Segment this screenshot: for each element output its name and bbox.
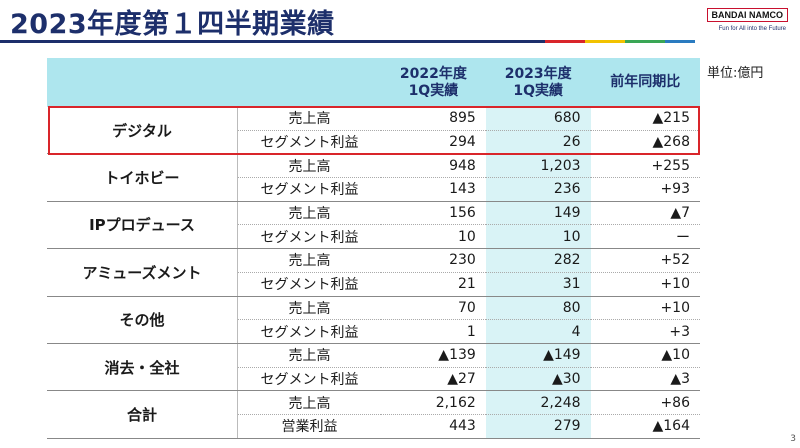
row-label: セグメント利益	[237, 272, 381, 297]
cell: 282	[485, 248, 591, 273]
cell: +86	[590, 390, 700, 415]
row-label: 売上高	[237, 343, 381, 368]
cell: 680	[485, 107, 591, 131]
slide-title: 2023年度第１四半期業績	[10, 9, 335, 40]
cell: 10	[485, 224, 591, 250]
row-label: 売上高	[237, 296, 381, 321]
cell: 279	[485, 414, 591, 439]
table-row: セグメント利益 294 26 ▲268	[47, 130, 700, 155]
row-label: 営業利益	[237, 414, 381, 439]
row-label: セグメント利益	[237, 177, 381, 202]
segment-name: デジタル	[47, 107, 238, 155]
row-label: 売上高	[237, 153, 381, 179]
cell: +10	[590, 272, 700, 297]
table-row: セグメント利益 143 236 +93	[47, 177, 700, 202]
row-label: 売上高	[237, 201, 381, 226]
stripe	[0, 40, 545, 43]
results-table: 2022年度 1Q実績 2023年度 1Q実績 前年同期比 デジタル 売上高 895 680…	[47, 58, 700, 439]
header-cell	[47, 58, 381, 107]
cell: +52	[590, 248, 700, 273]
cell: +255	[590, 153, 700, 179]
header-cell: 2023年度 1Q実績	[485, 58, 591, 107]
stripe	[665, 40, 695, 43]
cell: 156	[381, 201, 486, 226]
cell: +3	[590, 319, 700, 344]
cell: 236	[485, 177, 591, 202]
cell: 2,248	[485, 390, 591, 415]
table-row: IPプロデュース 売上高 156 149 ▲7	[47, 201, 700, 250]
cell: ▲268	[590, 130, 700, 155]
cell: 70	[381, 296, 486, 321]
segment-name: その他	[47, 296, 238, 344]
segment-name: アミューズメント	[47, 248, 238, 297]
cell: ▲139	[381, 343, 486, 368]
cell: ▲27	[381, 367, 486, 392]
row-label: 売上高	[237, 390, 381, 415]
header-cell: 前年同期比	[590, 58, 700, 107]
row-label: 売上高	[237, 107, 381, 131]
page-number: 3	[790, 434, 796, 444]
stripe	[545, 40, 585, 43]
cell: 26	[485, 130, 591, 155]
table-row: その他 売上高 70 80 +10	[47, 296, 700, 344]
cell: +93	[590, 177, 700, 202]
table-row: 営業利益 443 279 ▲164	[47, 414, 700, 439]
stripe	[625, 40, 665, 43]
cell: 149	[485, 201, 591, 226]
highlight-box	[48, 106, 700, 155]
cell: ー	[590, 224, 700, 250]
table-row: 消去・全社 売上高 ▲139 ▲149 ▲10	[47, 343, 700, 392]
cell: 143	[381, 177, 486, 202]
cell: 230	[381, 248, 486, 273]
header-row: 2022年度 1Q実績 2023年度 1Q実績 前年同期比	[47, 58, 700, 107]
segment-name: 合計	[47, 390, 238, 439]
cell: +10	[590, 296, 700, 321]
table-row: デジタル 売上高 895 680 ▲215	[47, 107, 700, 155]
table-row: セグメント利益 ▲27 ▲30 ▲3	[47, 367, 700, 392]
segment-name: トイホビー	[47, 153, 238, 202]
cell: ▲164	[590, 414, 700, 439]
row-label: セグメント利益	[237, 224, 381, 250]
table-row: セグメント利益 21 31 +10	[47, 272, 700, 297]
segment-name: 消去・全社	[47, 343, 238, 392]
tagline: Fun for All into the Future	[718, 26, 786, 32]
cell: ▲149	[485, 343, 591, 368]
logo: BANDAI NAMCO	[706, 8, 788, 22]
cell: 21	[381, 272, 486, 297]
row-label: セグメント利益	[237, 367, 381, 392]
stripe	[585, 40, 625, 43]
cell: ▲3	[590, 367, 700, 392]
table-row: トイホビー 売上高 948 1,203 +255	[47, 153, 700, 202]
row-label: 売上高	[237, 248, 381, 273]
cell: 2,162	[381, 390, 486, 415]
cell: 948	[381, 153, 486, 179]
cell: ▲7	[590, 201, 700, 226]
segment-name: IPプロデュース	[47, 201, 238, 250]
cell: 10	[381, 224, 486, 250]
cell: 1,203	[485, 153, 591, 179]
cell: 443	[381, 414, 486, 439]
header-cell: 2022年度 1Q実績	[381, 58, 486, 107]
cell: 31	[485, 272, 591, 297]
cell: 895	[381, 107, 486, 131]
cell: 80	[485, 296, 591, 321]
cell: 4	[485, 319, 591, 344]
row-label: セグメント利益	[237, 319, 381, 344]
table-row: 合計 売上高 2,162 2,248 +86	[47, 390, 700, 439]
cell: ▲10	[590, 343, 700, 368]
table-row: アミューズメント 売上高 230 282 +52	[47, 248, 700, 297]
cell: ▲30	[485, 367, 591, 392]
cell: 1	[381, 319, 486, 344]
cell: ▲215	[590, 107, 700, 131]
table-row: セグメント利益 10 10 ー	[47, 224, 700, 250]
table-row: セグメント利益 1 4 +3	[47, 319, 700, 344]
row-label: セグメント利益	[237, 130, 381, 155]
unit: 単位:億円	[707, 66, 764, 81]
